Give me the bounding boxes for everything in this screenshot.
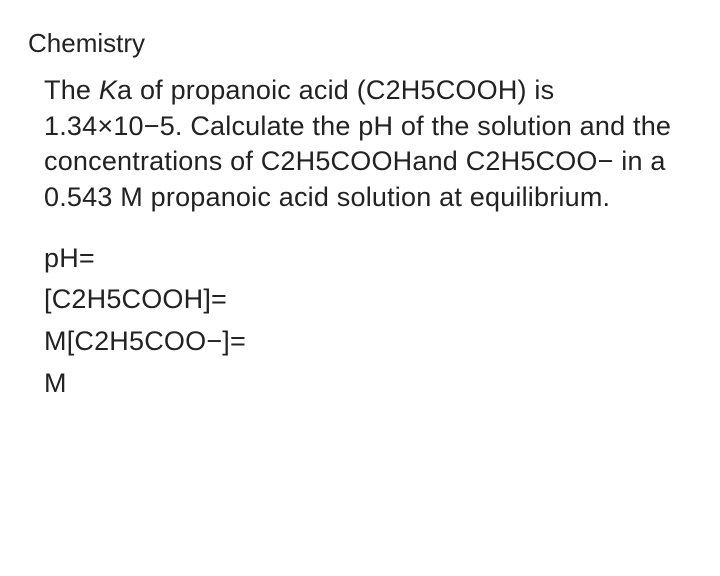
subject-label: Chemistry [28,28,692,59]
ka-a: a [117,75,132,105]
q-part-1: The [44,75,99,105]
answer-c2h5cooh: [C2H5COOH]= [44,279,692,321]
answer-unit: M [44,363,692,405]
answer-ph: pH= [44,238,692,280]
answer-c2h5coo-minus: M[C2H5COO−]= [44,321,692,363]
ka-k: K [99,75,117,105]
q-part-2: of propanoic acid (C2H5COOH) is 1.34×10−… [44,75,671,212]
question-text: The Ka of propanoic acid (C2H5COOH) is 1… [44,73,692,216]
content-block: The Ka of propanoic acid (C2H5COOH) is 1… [28,73,692,405]
